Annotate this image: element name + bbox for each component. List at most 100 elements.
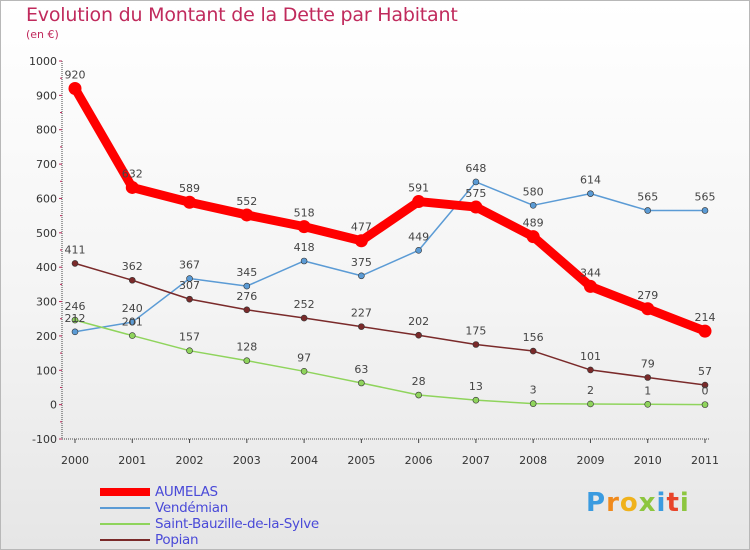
data-point-saint-bauzille-de-la-sylve [587, 400, 594, 408]
data-point-saint-bauzille-de-la-sylve [415, 391, 422, 399]
proxiti-logo: Proxiti [586, 488, 690, 518]
data-label-aumelas: 920 [65, 68, 86, 81]
data-label-aumelas: 632 [122, 167, 143, 180]
data-point-vendemian [186, 275, 193, 282]
data-label-saint-bauzille-de-la-sylve: 13 [469, 380, 483, 393]
data-label-saint-bauzille-de-la-sylve: 128 [236, 341, 257, 354]
data-point-popian [71, 260, 79, 267]
data-point-aumelas [526, 230, 540, 244]
x-tick-label: 2008 [519, 454, 547, 467]
data-label-aumelas: 279 [637, 289, 658, 302]
data-point-popian [644, 374, 652, 381]
data-point-popian [358, 323, 365, 330]
x-tick-label: 2011 [691, 454, 719, 467]
data-point-vendemian [701, 207, 709, 214]
legend-item-popian[interactable]: Popian [100, 532, 400, 548]
data-label-popian: 101 [580, 350, 601, 363]
data-label-aumelas: 518 [294, 207, 315, 220]
data-label-saint-bauzille-de-la-sylve: 201 [122, 316, 143, 329]
series-layer [68, 81, 712, 408]
legend-label-aumelas: AUMELAS [155, 484, 218, 500]
legend-swatch-saint-bauzille [100, 523, 150, 525]
y-tick-label: 0 [50, 399, 57, 412]
data-point-vendemian [529, 202, 537, 209]
data-point-aumelas [125, 180, 139, 194]
data-label-vendemian: 375 [351, 256, 372, 269]
data-point-popian [186, 295, 193, 303]
legend-label-popian: Popian [155, 532, 199, 548]
legend-item-vendemian[interactable]: Vendémian [100, 500, 400, 516]
data-point-popian [472, 341, 480, 348]
data-point-vendemian [358, 272, 365, 280]
x-tick-label: 2005 [347, 454, 375, 467]
data-label-aumelas: 591 [408, 182, 429, 195]
data-label-vendemian: 565 [695, 190, 716, 203]
y-tick-label: 400 [36, 261, 57, 274]
data-point-popian [529, 347, 537, 355]
y-tick-label: 1000 [29, 55, 57, 68]
data-label-saint-bauzille-de-la-sylve: 63 [354, 363, 368, 376]
data-point-saint-bauzille-de-la-sylve [644, 400, 652, 408]
data-point-saint-bauzille-de-la-sylve [186, 347, 193, 354]
x-tick-label: 2001 [118, 454, 146, 467]
data-label-vendemian: 614 [580, 174, 601, 187]
data-label-popian: 79 [641, 357, 655, 370]
data-point-aumelas [412, 195, 426, 209]
data-label-popian: 252 [294, 298, 315, 311]
data-label-aumelas: 477 [351, 221, 372, 234]
data-point-saint-bauzille-de-la-sylve [358, 379, 365, 387]
data-label-saint-bauzille-de-la-sylve: 0 [702, 385, 709, 398]
x-tick-label: 2004 [290, 454, 318, 467]
data-label-aumelas: 552 [236, 195, 257, 208]
data-point-saint-bauzille-de-la-sylve [529, 400, 537, 407]
data-label-popian: 156 [523, 331, 544, 344]
data-point-vendemian [587, 190, 594, 197]
data-point-aumelas [183, 195, 197, 209]
legend-swatch-popian [100, 539, 150, 541]
legend-label-vendemian: Vendémian [155, 500, 228, 516]
legend-item-aumelas[interactable]: AUMELAS [100, 484, 400, 500]
data-point-aumelas [240, 208, 254, 222]
data-label-vendemian: 580 [523, 185, 544, 198]
data-label-popian: 57 [698, 365, 712, 378]
data-label-popian: 227 [351, 307, 372, 320]
legend-label-saint-bauzille: Saint-Bauzille-de-la-Sylve [155, 516, 319, 532]
data-point-vendemian [128, 318, 136, 326]
x-tick-label: 2006 [405, 454, 433, 467]
data-label-saint-bauzille-de-la-sylve: 28 [412, 375, 426, 388]
data-label-aumelas: 589 [179, 182, 200, 195]
data-label-vendemian: 345 [236, 266, 257, 279]
data-label-popian: 411 [65, 243, 86, 256]
data-point-vendemian [71, 328, 79, 336]
y-tick-label: 300 [36, 296, 57, 309]
data-point-aumelas [297, 220, 311, 234]
data-label-aumelas: 214 [695, 311, 716, 324]
data-label-aumelas: 575 [465, 187, 486, 200]
data-label-aumelas: 344 [580, 266, 601, 279]
data-label-popian: 362 [122, 260, 143, 273]
data-point-vendemian [243, 282, 251, 290]
y-tick-label: -100 [32, 433, 57, 446]
data-label-saint-bauzille-de-la-sylve: 157 [179, 331, 200, 344]
legend-item-saint-bauzille[interactable]: Saint-Bauzille-de-la-Sylve [100, 516, 400, 532]
data-label-vendemian: 648 [465, 162, 486, 175]
data-label-vendemian: 240 [122, 302, 143, 315]
data-label-saint-bauzille-de-la-sylve: 97 [297, 351, 311, 364]
y-tick-label: 800 [36, 124, 57, 137]
chart-subtitle: (en €) [26, 28, 59, 41]
data-label-popian: 202 [408, 315, 429, 328]
data-label-popian: 307 [179, 279, 200, 292]
legend: AUMELAS Vendémian Saint-Bauzille-de-la-S… [100, 484, 400, 548]
data-label-vendemian: 449 [408, 230, 429, 243]
x-tick-label: 2002 [176, 454, 204, 467]
legend-swatch-vendemian [100, 507, 150, 509]
data-label-aumelas: 489 [523, 217, 544, 230]
data-label-vendemian: 367 [179, 259, 200, 272]
data-point-saint-bauzille-de-la-sylve [701, 401, 709, 408]
series-line-saint-bauzille-de-la-sylve [74, 319, 706, 406]
data-point-popian [300, 314, 308, 322]
data-label-popian: 175 [465, 325, 486, 338]
data-point-popian [415, 331, 422, 339]
x-tick-label: 2010 [634, 454, 662, 467]
